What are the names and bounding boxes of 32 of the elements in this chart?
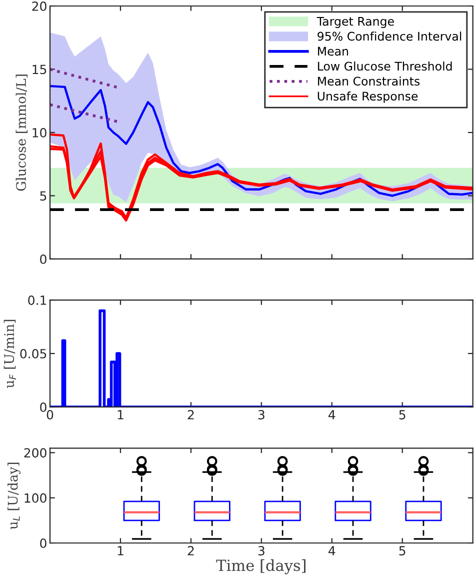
x-axis-title: Time [days]	[216, 559, 306, 574]
x-tick-label: 3	[258, 546, 264, 556]
x-tick-label: 4	[328, 410, 336, 420]
x-tick-label: 1	[118, 410, 124, 420]
x-tick-label: 2	[188, 546, 194, 556]
y-tick-label: 0	[40, 538, 46, 548]
legend-label: Target Range	[316, 16, 394, 28]
x-tick-label: 5	[399, 546, 406, 556]
legend-label: Mean	[318, 46, 348, 56]
y-axis-title: u$_{L}$ [U/day]	[8, 462, 20, 530]
x-tick-label: 1	[118, 546, 124, 556]
legend-label: Low Glucose Threshold	[318, 62, 452, 71]
y-tick-label: 0.1	[28, 295, 46, 305]
y-tick-label: 200	[24, 448, 46, 458]
x-tick-label: 2	[188, 410, 194, 420]
y-tick-label: 10	[32, 128, 46, 138]
legend-label: Mean Constraints	[318, 76, 420, 86]
y-tick-label: 0	[40, 402, 46, 412]
y-tick-label: 20	[32, 1, 46, 11]
y-tick-label: 15	[32, 64, 46, 74]
y-axis-title: u$_{F}$ [U/min]	[4, 320, 16, 388]
y-tick-label: 0	[40, 254, 46, 264]
y-tick-label: 100	[24, 493, 46, 503]
y-axis-title: Glucose [mmol/L]	[16, 74, 28, 191]
x-tick-label: 0	[46, 410, 54, 420]
legend-label: Unsafe Response	[318, 91, 418, 103]
x-tick-label: 3	[258, 410, 264, 420]
legend-label: 95% Confidence Interval	[318, 32, 462, 41]
y-tick-label: 5	[40, 191, 46, 201]
y-tick-label: 0.05	[20, 348, 46, 358]
x-tick-label: 4	[328, 546, 336, 556]
x-tick-label: 5	[399, 410, 406, 420]
